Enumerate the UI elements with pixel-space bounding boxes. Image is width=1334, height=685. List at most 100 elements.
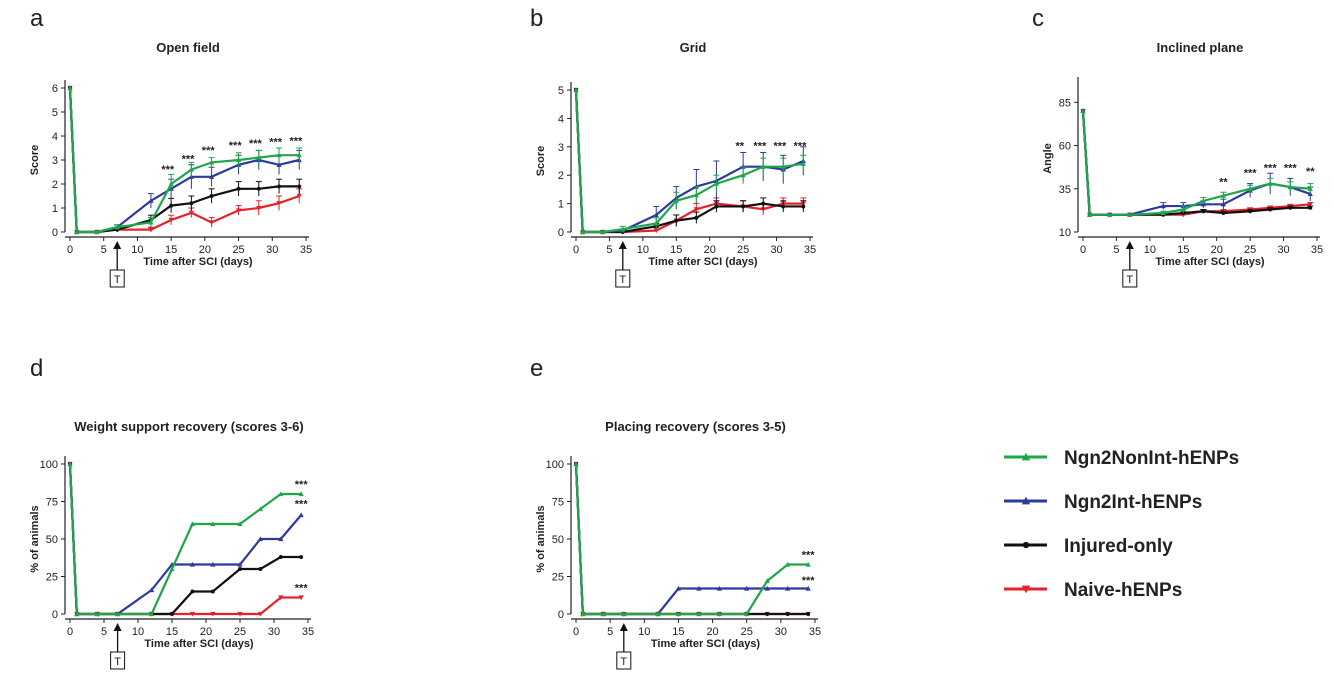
data-point [760,207,766,212]
chart-title: Grid [680,40,707,55]
y-tick-label: 4 [558,113,564,125]
data-point [296,152,302,158]
data-point [785,585,791,591]
data-point [238,567,242,571]
data-point [1287,184,1293,190]
data-point [67,85,73,91]
data-point [781,204,786,209]
x-tick-label: 15 [672,626,684,638]
data-point [1160,203,1166,209]
legend-item: Ngn2NonInt-hENPs [1004,448,1239,469]
data-point [298,595,304,601]
series-injured-only [1081,108,1314,217]
panel-letter: a [30,5,44,32]
data-point [740,172,746,178]
legend-marker [1021,496,1031,505]
data-point [1308,205,1313,210]
x-tick-label: 30 [775,626,787,638]
axes: 0 1 2 3 4 5 6 0 5 10 15 20 25 30 35 [52,80,312,256]
x-tick-label: 35 [302,626,314,638]
series-naive-henps [573,87,807,235]
y-tick-label: 100 [40,459,58,471]
y-tick-label: 4 [52,131,58,143]
x-tick-label: 0 [573,244,579,256]
data-point [169,566,175,572]
data-point [693,207,699,212]
x-tick-label: 0 [67,244,73,256]
y-tick-label: 0 [558,609,564,621]
data-point [696,611,702,617]
data-point [209,220,215,225]
data-point [1221,211,1226,215]
y-tick-label: 50 [552,534,564,546]
x-tick-label: 20 [1211,244,1223,256]
data-point [1268,207,1273,212]
y-tick-label: 0 [558,227,564,239]
significance-label: *** [1244,168,1258,180]
treatment-arrow-head [618,241,627,249]
data-point [1200,198,1206,203]
data-point [805,585,811,591]
data-point [296,193,302,199]
data-point [148,227,154,233]
series-ngn2nonint-henps [67,461,304,617]
x-tick-label: 10 [1144,244,1156,256]
data-point [257,611,263,617]
data-point [696,585,702,591]
data-point [653,220,659,226]
y-tick-label: 5 [558,85,564,97]
series-line [1081,110,1311,216]
panel-letter: e [530,355,543,382]
x-tick-label: 30 [266,244,278,256]
y-axis-title: Angle [1042,143,1054,174]
data-point [620,226,626,232]
treatment-box [109,269,125,288]
x-tick-label: 10 [132,626,144,638]
data-point [674,218,679,223]
axes: 0 25 50 75 100 0 5 10 15 20 25 30 35 [546,456,821,638]
significance-label: *** [269,137,283,149]
chart-title: Inclined plane [1157,40,1244,55]
x-tick-label: 30 [268,626,280,638]
data-point [1248,209,1253,214]
data-point [298,512,304,518]
significance-label: *** [182,153,196,165]
axes: 0 25 50 75 100 0 5 10 15 20 25 30 35 [40,456,314,638]
y-tick-label: 0 [52,227,58,239]
series-naive-henps [1080,108,1314,218]
treatment-label: T [114,656,121,668]
significance-label: ** [1306,166,1315,178]
y-tick-label: 25 [552,572,564,584]
y-tick-label: 3 [558,142,564,154]
axes: 10 35 60 85 0 5 10 15 20 25 30 35 [1059,77,1323,256]
x-tick-label: 25 [741,626,753,638]
data-point [600,611,606,617]
treatment-arrow-head [619,623,628,631]
treatment-label: T [619,274,626,286]
data-point [257,536,263,542]
series-ngn2nonint-henps [573,87,807,235]
data-point [1247,186,1253,191]
data-point [276,201,282,206]
x-tick-label: 5 [607,626,613,638]
data-point [168,181,174,187]
legend-label: Naive-hENPs [1064,580,1182,601]
data-point [278,491,284,497]
data-point [256,155,262,160]
x-tick-label: 0 [67,626,73,638]
legend-marker [1022,541,1030,549]
significance-label: *** [202,145,216,157]
y-tick-label: 3 [52,155,58,167]
data-point [580,611,586,617]
x-axis-title: Time after SCI (days) [1155,256,1265,268]
data-point [168,217,174,223]
y-tick-label: 2 [558,170,564,182]
data-point [299,555,304,559]
x-tick-label: 25 [1244,244,1256,256]
chart-panel-c: c Inclined plane 10 35 60 85 0 5 10 15 20 25 30 35 Tim… [1032,5,1323,288]
x-tick-label: 20 [706,626,718,638]
x-tick-label: 0 [1080,244,1086,256]
x-tick-label: 10 [637,244,649,256]
treatment-label: T [1126,274,1133,286]
